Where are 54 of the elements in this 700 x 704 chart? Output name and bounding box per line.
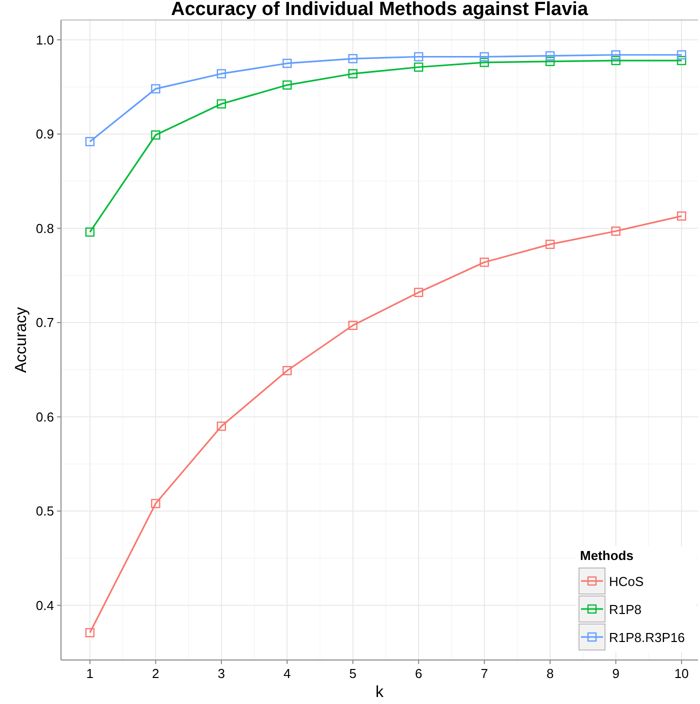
x-tick-label: 8 <box>546 666 554 681</box>
point <box>282 58 292 68</box>
y-tick-label: 0.6 <box>36 409 54 424</box>
y-tick-label: 0.4 <box>36 598 54 613</box>
x-tick-label: 6 <box>414 666 422 681</box>
point <box>676 211 686 221</box>
point <box>282 80 292 90</box>
point <box>611 56 620 66</box>
x-tick-label: 9 <box>612 666 620 681</box>
point <box>480 258 489 267</box>
point <box>414 52 424 62</box>
legend-label: R1P8.R3P16 <box>609 630 685 645</box>
point <box>545 240 555 249</box>
point <box>348 320 358 330</box>
point <box>216 422 226 431</box>
point <box>348 69 358 78</box>
y-axis-title: Accuracy <box>13 307 30 373</box>
x-tick-label: 3 <box>218 666 226 681</box>
legend-label: R1P8 <box>609 602 642 617</box>
point <box>151 84 160 94</box>
point <box>676 56 686 66</box>
x-tick-label: 1 <box>86 666 94 681</box>
point <box>216 69 226 78</box>
legend-title: Methods <box>580 548 634 563</box>
point <box>611 50 620 60</box>
x-tick-label: 4 <box>284 666 291 681</box>
legend-label: HCoS <box>609 574 644 589</box>
chart-title: Accuracy of Individual Methods against Flavia <box>170 0 588 20</box>
y-tick-label: 0.7 <box>36 315 54 330</box>
point <box>414 288 424 297</box>
x-tick-label: 2 <box>152 666 160 681</box>
y-tick-label: 1.0 <box>36 32 54 48</box>
x-tick-label: 7 <box>480 666 488 681</box>
point <box>85 227 95 237</box>
point <box>480 58 489 68</box>
point <box>676 50 686 60</box>
y-tick-label: 0.5 <box>36 504 54 519</box>
point <box>545 51 555 60</box>
point <box>611 226 620 236</box>
y-tick-label: 0.8 <box>36 220 54 236</box>
point <box>151 498 160 508</box>
point <box>85 628 95 638</box>
point <box>348 54 358 64</box>
point <box>85 136 95 146</box>
point <box>414 62 424 72</box>
x-tick-label: 10 <box>674 666 689 681</box>
x-axis-title: k <box>376 684 384 701</box>
y-tick-label: 0.9 <box>36 126 54 142</box>
point <box>151 130 160 140</box>
point <box>545 56 555 66</box>
point <box>480 52 489 62</box>
point <box>216 99 226 108</box>
point <box>282 366 292 376</box>
x-tick-label: 5 <box>349 666 356 681</box>
